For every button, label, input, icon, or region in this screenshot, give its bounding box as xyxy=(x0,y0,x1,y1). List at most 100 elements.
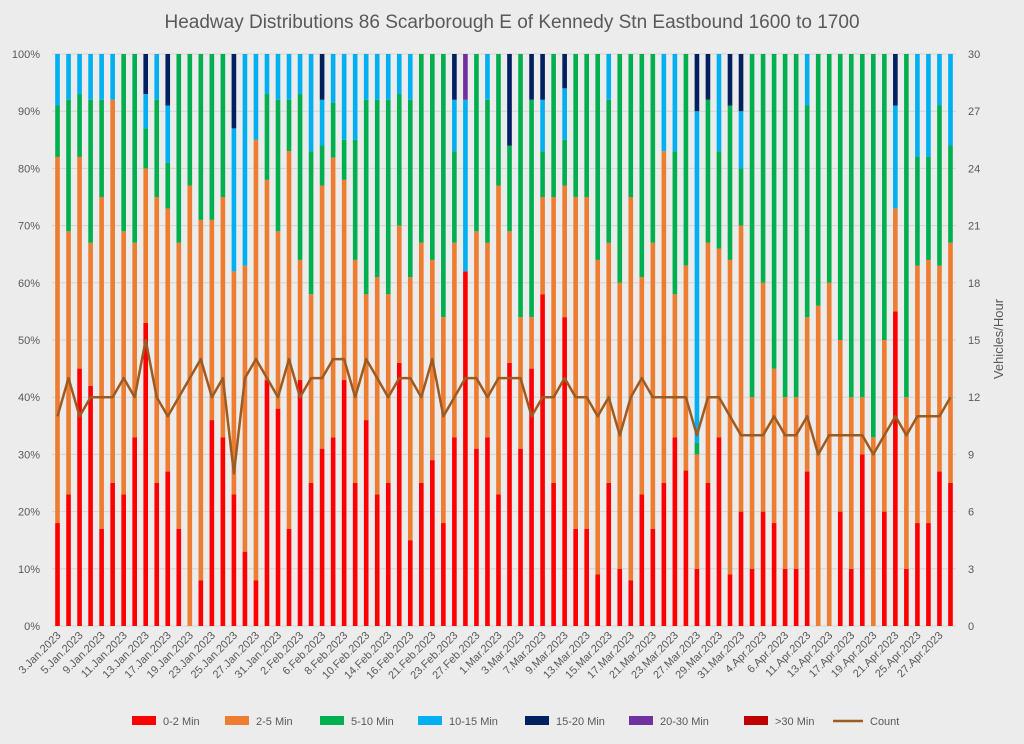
y-left-tick-label: 10% xyxy=(18,564,40,576)
bar-segment-0-2-min xyxy=(573,528,578,626)
bar-segment-10-15-min xyxy=(661,54,667,152)
bar-segment-5-10-min xyxy=(396,94,402,226)
bar-segment-2-5-min xyxy=(55,156,60,524)
y-right-tick-label: 24 xyxy=(968,163,980,175)
bar-segment-0-2-min xyxy=(374,494,380,626)
bar-segment-2-5-min xyxy=(264,179,270,381)
bar-segment-5-10-min xyxy=(915,156,920,266)
bar-segment-5-10-min xyxy=(948,145,953,243)
bar-segment-2-5-min xyxy=(507,231,512,363)
bar-segment-5-10-min xyxy=(187,54,193,186)
bar-segment-5-10-min xyxy=(474,54,479,232)
count-line-layer xyxy=(56,338,952,475)
bar-segment-5-10-min xyxy=(606,99,612,243)
bar-segment-2-5-min xyxy=(573,197,578,529)
bar-segment-2-5-min xyxy=(319,185,325,449)
count-line xyxy=(56,338,952,475)
bar-segment-5-10-min xyxy=(595,54,601,260)
bar-segment-0-2-min xyxy=(716,437,722,626)
legend-label: 15-20 Min xyxy=(556,716,605,728)
bar-segment-10-15-min xyxy=(66,54,71,100)
bar-segment-5-10-min xyxy=(55,105,60,157)
bar-segment-15-20-min xyxy=(540,54,545,100)
bar-segment-0-2-min xyxy=(407,540,413,626)
bar-segment-10-15-min xyxy=(937,54,942,106)
bar-segment-10-15-min xyxy=(893,105,898,209)
bar-segment-10-15-min xyxy=(694,111,700,443)
bar-segment-2-5-min xyxy=(562,185,567,318)
bar-segment-15-20-min xyxy=(705,54,711,100)
bar-segment-0-2-min xyxy=(143,322,149,626)
bar-segment-10-15-min xyxy=(55,54,60,106)
bar-segment-5-10-min xyxy=(617,54,623,283)
bar-segment-0-2-min xyxy=(297,380,303,626)
bar-segment-2-5-min xyxy=(904,397,909,569)
bar-segment-0-2-min xyxy=(705,483,711,626)
bar-segment-15-20-min xyxy=(738,54,744,112)
bar-segment-0-2-min xyxy=(132,437,137,626)
bar-segment-0-2-min xyxy=(165,471,171,626)
bar-segment-5-10-min xyxy=(584,54,589,197)
bar-segment-2-5-min xyxy=(617,282,623,569)
bar-segment-0-2-min xyxy=(286,528,292,626)
bar-segment-2-5-min xyxy=(639,277,645,495)
bar-segment-5-10-min xyxy=(77,94,82,157)
bar-segment-2-5-min xyxy=(132,242,137,438)
bar-segment-5-10-min xyxy=(771,54,777,369)
bar-segment-10-15-min xyxy=(253,54,259,140)
bar-segment-0-2-min xyxy=(308,483,314,626)
y-left-tick-label: 0% xyxy=(24,621,40,633)
bar-segment-2-5-min xyxy=(275,231,281,409)
bar-segment-0-2-min xyxy=(595,574,601,626)
bar-segment-10-15-min xyxy=(385,54,391,100)
bar-segment-5-10-min xyxy=(407,99,413,278)
bar-segment-0-2-min xyxy=(176,528,182,626)
bar-segment-0-2-min xyxy=(948,483,953,626)
bar-segment-5-10-min xyxy=(738,168,744,226)
y-right-tick-label: 0 xyxy=(968,621,974,633)
bar-segment-10-15-min xyxy=(463,99,468,272)
bar-segment-15-20-min xyxy=(694,54,700,112)
bar-segment-10-15-min xyxy=(99,54,104,100)
bar-segment-15-20-min xyxy=(452,54,457,100)
bar-segment-5-10-min xyxy=(198,54,204,220)
bar-segment-2-5-min xyxy=(826,282,832,626)
bar-segment-5-10-min xyxy=(66,99,71,232)
bar-segment-0-2-min xyxy=(363,420,369,626)
bar-segment-0-2-min xyxy=(275,408,281,626)
bar-segment-2-5-min xyxy=(385,294,391,483)
bar-segment-2-5-min xyxy=(66,231,71,495)
y-right-tick-label: 12 xyxy=(968,392,980,404)
bar-segment-0-2-min xyxy=(804,471,810,626)
bar-segment-0-2-min xyxy=(452,437,457,626)
bar-segment-0-2-min xyxy=(110,483,115,626)
bar-segment-0-2-min xyxy=(198,580,204,626)
bar-segment-2-5-min xyxy=(374,277,380,495)
bar-segment-0-2-min xyxy=(419,483,424,626)
bar-segment-0-2-min xyxy=(793,568,799,626)
bar-segment-10-15-min xyxy=(165,105,171,163)
bar-segment-0-2-min xyxy=(441,523,446,626)
bar-segment-5-10-min xyxy=(705,99,711,243)
bar-segment-5-10-min xyxy=(330,102,336,158)
bar-segment-0-2-min xyxy=(551,483,556,626)
bar-segment-5-10-min xyxy=(573,54,578,197)
y-right-tick-label: 9 xyxy=(968,449,974,461)
bar-segment-15-20-min xyxy=(231,54,237,129)
bar-segment-5-10-min xyxy=(793,54,799,398)
bar-segment-10-15-min xyxy=(154,54,160,100)
y-left-tick-label: 30% xyxy=(18,449,40,461)
bar-segment-0-2-min xyxy=(231,494,237,626)
bar-segment-0-2-min xyxy=(55,523,60,626)
bar-segment-0-2-min xyxy=(540,294,545,626)
bar-segment-5-10-min xyxy=(926,156,931,260)
bar-segment-10-15-min xyxy=(330,54,336,103)
legend-swatch xyxy=(320,716,344,725)
bar-segment-2-5-min xyxy=(220,197,226,438)
bar-segment-0-2-min xyxy=(485,437,490,626)
bar-segment-0-2-min xyxy=(672,437,678,626)
bar-segment-2-5-min xyxy=(540,197,545,295)
bar-segment-5-10-min xyxy=(882,54,887,340)
bar-segment-0-2-min xyxy=(584,528,589,626)
